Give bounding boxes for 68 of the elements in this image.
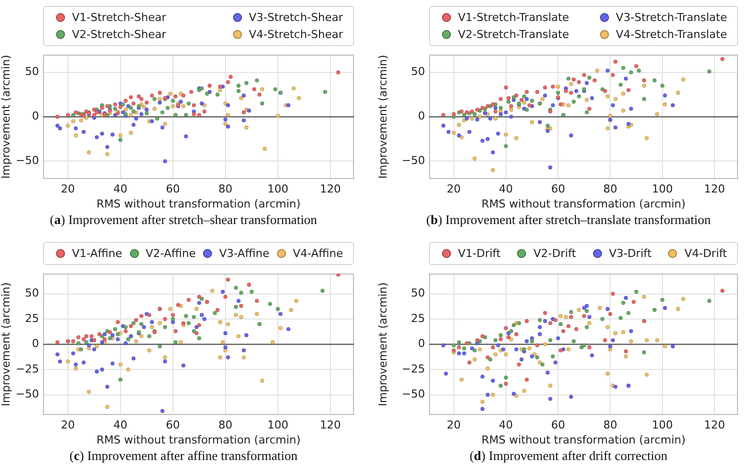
x-axis-title: RMS without transformation (arcmin) — [481, 433, 686, 446]
legend-label: V1-Stretch-Translate — [458, 11, 570, 24]
y-tick-label: 0 — [32, 337, 39, 350]
x-tick-label: 40 — [498, 182, 513, 196]
y-tick-label: 0 — [418, 110, 425, 123]
legend-label: V2-Affine — [146, 247, 196, 260]
legend-label: V4-Affine — [292, 247, 343, 260]
legend-label: V1-Affine — [72, 247, 122, 260]
text: (a) Improvement after stretch–shear transformation — [50, 212, 318, 227]
text: (d) Improvement after drift correction — [470, 448, 668, 463]
x-tick-label: 100 — [267, 418, 288, 432]
x-tick-label: 60 — [551, 182, 566, 196]
x-tick-label: 40 — [113, 182, 128, 196]
legend-label: V4-Stretch-Translate — [616, 28, 727, 41]
y-tick-label: 50 — [411, 65, 425, 78]
legend-label: V4-Drift — [684, 247, 727, 260]
y-axis-title: Improvement (arcmin) — [376, 54, 390, 179]
y-tick-label: −50 — [402, 154, 425, 168]
x-tick-label: 80 — [603, 182, 618, 196]
legend-label: V1-Stretch-Shear — [72, 11, 166, 24]
y-tick-label: 25 — [411, 312, 425, 325]
x-tick-label: 120 — [320, 182, 341, 196]
y-axis-title: Improvement (arcmin) — [0, 54, 12, 179]
x-tick-label: 60 — [551, 418, 566, 432]
x-tick-label: 100 — [652, 182, 673, 196]
x-tick-label: 100 — [652, 418, 673, 432]
legend-label: V1-Drift — [458, 247, 501, 260]
x-tick-label: 20 — [446, 418, 461, 432]
text: (b) Improvement after stretch–translate transformation — [426, 212, 711, 227]
x-tick-label: 80 — [603, 418, 618, 432]
y-tick-label: −50 — [16, 154, 39, 168]
x-axis-title: RMS without transformation (arcmin) — [96, 197, 301, 210]
y-tick-label: −50 — [402, 388, 425, 401]
x-tick-label: 120 — [320, 418, 341, 432]
x-tick-label: 40 — [498, 418, 513, 432]
text: (c) Improvement after affine transformation — [70, 448, 298, 463]
x-tick-label: 20 — [60, 182, 75, 196]
legend-label: V3-Affine — [219, 247, 270, 260]
y-tick-label: 50 — [411, 286, 425, 300]
legend-label: V3-Stretch-Translate — [616, 11, 727, 24]
y-axis-title: Improvement (arcmin) — [376, 282, 390, 406]
y-axis-title: Improvement (arcmin) — [0, 282, 12, 406]
y-tick-label: 50 — [25, 65, 39, 78]
legend-label: V2-Drift — [533, 247, 576, 260]
x-tick-label: 20 — [60, 418, 75, 432]
x-tick-label: 60 — [166, 418, 180, 432]
y-tick-label: 50 — [25, 286, 39, 300]
y-tick-label: −25 — [402, 362, 425, 376]
legend-label: V2-Stretch-Shear — [72, 28, 166, 41]
x-axis-title: RMS without transformation (arcmin) — [96, 433, 301, 446]
y-tick-label: 25 — [25, 312, 39, 325]
x-tick-label: 20 — [446, 182, 461, 196]
y-tick-label: −25 — [16, 362, 39, 376]
x-tick-label: 120 — [704, 418, 726, 432]
legend-label: V3-Drift — [608, 247, 652, 260]
legend-label: V3-Stretch-Shear — [248, 11, 343, 24]
y-tick-label: 0 — [32, 110, 39, 123]
legend-label: V4-Stretch-Shear — [248, 28, 343, 41]
x-tick-label: 80 — [218, 182, 232, 196]
legend-label: V2-Stretch-Translate — [458, 28, 570, 41]
x-tick-label: 100 — [267, 182, 288, 196]
x-axis-title: RMS without transformation (arcmin) — [481, 197, 686, 210]
x-tick-label: 120 — [704, 182, 726, 196]
x-tick-label: 40 — [113, 418, 128, 432]
x-tick-label: 60 — [166, 182, 180, 196]
x-tick-label: 80 — [218, 418, 232, 432]
y-tick-label: 0 — [418, 337, 425, 350]
y-tick-label: −50 — [16, 388, 39, 401]
